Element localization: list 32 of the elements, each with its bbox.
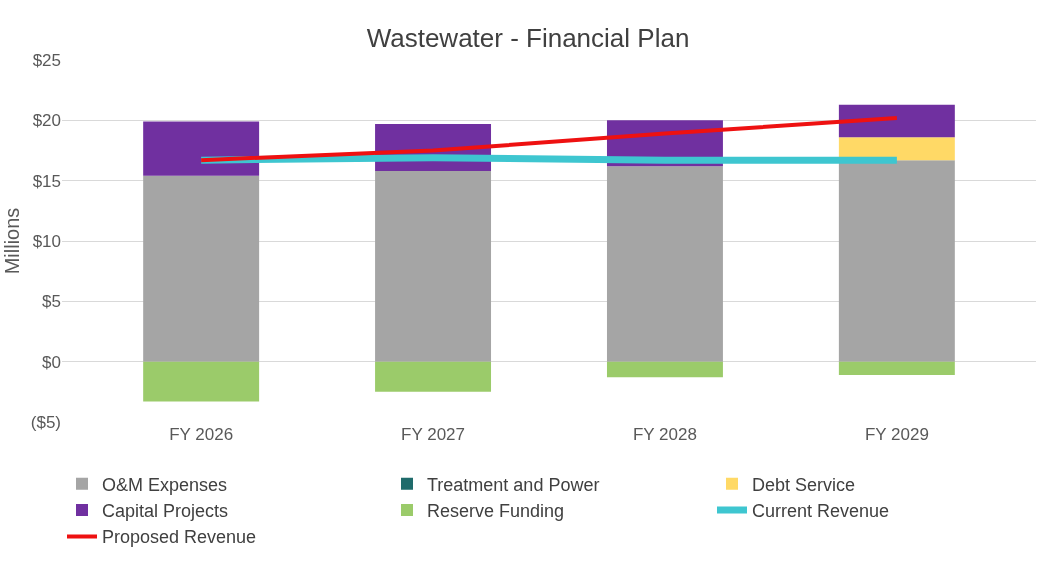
y-tick-label: $5	[42, 292, 61, 312]
legend-label: Reserve Funding	[427, 501, 565, 522]
bar	[606, 166, 723, 362]
y-tick-label: ($5)	[30, 412, 61, 432]
y-tick-label: $20	[32, 111, 61, 131]
bar	[838, 361, 955, 375]
legend-label: Debt Service	[752, 474, 856, 495]
legend-label: Treatment and Power	[427, 474, 600, 495]
legend-label: Capital Projects	[102, 501, 229, 522]
legend-label: Current Revenue	[752, 501, 890, 522]
x-tick-label: FY 2028	[632, 425, 697, 444]
bar	[375, 361, 492, 392]
bar	[143, 175, 260, 362]
bar	[606, 361, 723, 378]
x-tick-label: FY 2029	[864, 425, 929, 444]
x-tick-label: FY 2027	[401, 425, 466, 444]
y-tick-label: $0	[42, 352, 61, 372]
bar	[143, 121, 260, 176]
chart-title: Wastewater - Financial Plan	[366, 22, 690, 53]
bar	[838, 104, 955, 138]
legend-label: Proposed Revenue	[102, 527, 257, 548]
y-tick-label: $15	[32, 171, 61, 191]
bar	[838, 137, 955, 161]
y-tick-label: $10	[32, 231, 61, 251]
x-tick-label: FY 2026	[169, 425, 234, 444]
legend-label: O&M Expenses	[102, 474, 228, 495]
y-axis-title: Millions	[1, 207, 24, 275]
bar	[838, 160, 955, 362]
bar	[143, 361, 260, 402]
bar	[375, 171, 492, 362]
y-tick-label: $25	[32, 50, 61, 70]
line-series	[199, 115, 899, 163]
